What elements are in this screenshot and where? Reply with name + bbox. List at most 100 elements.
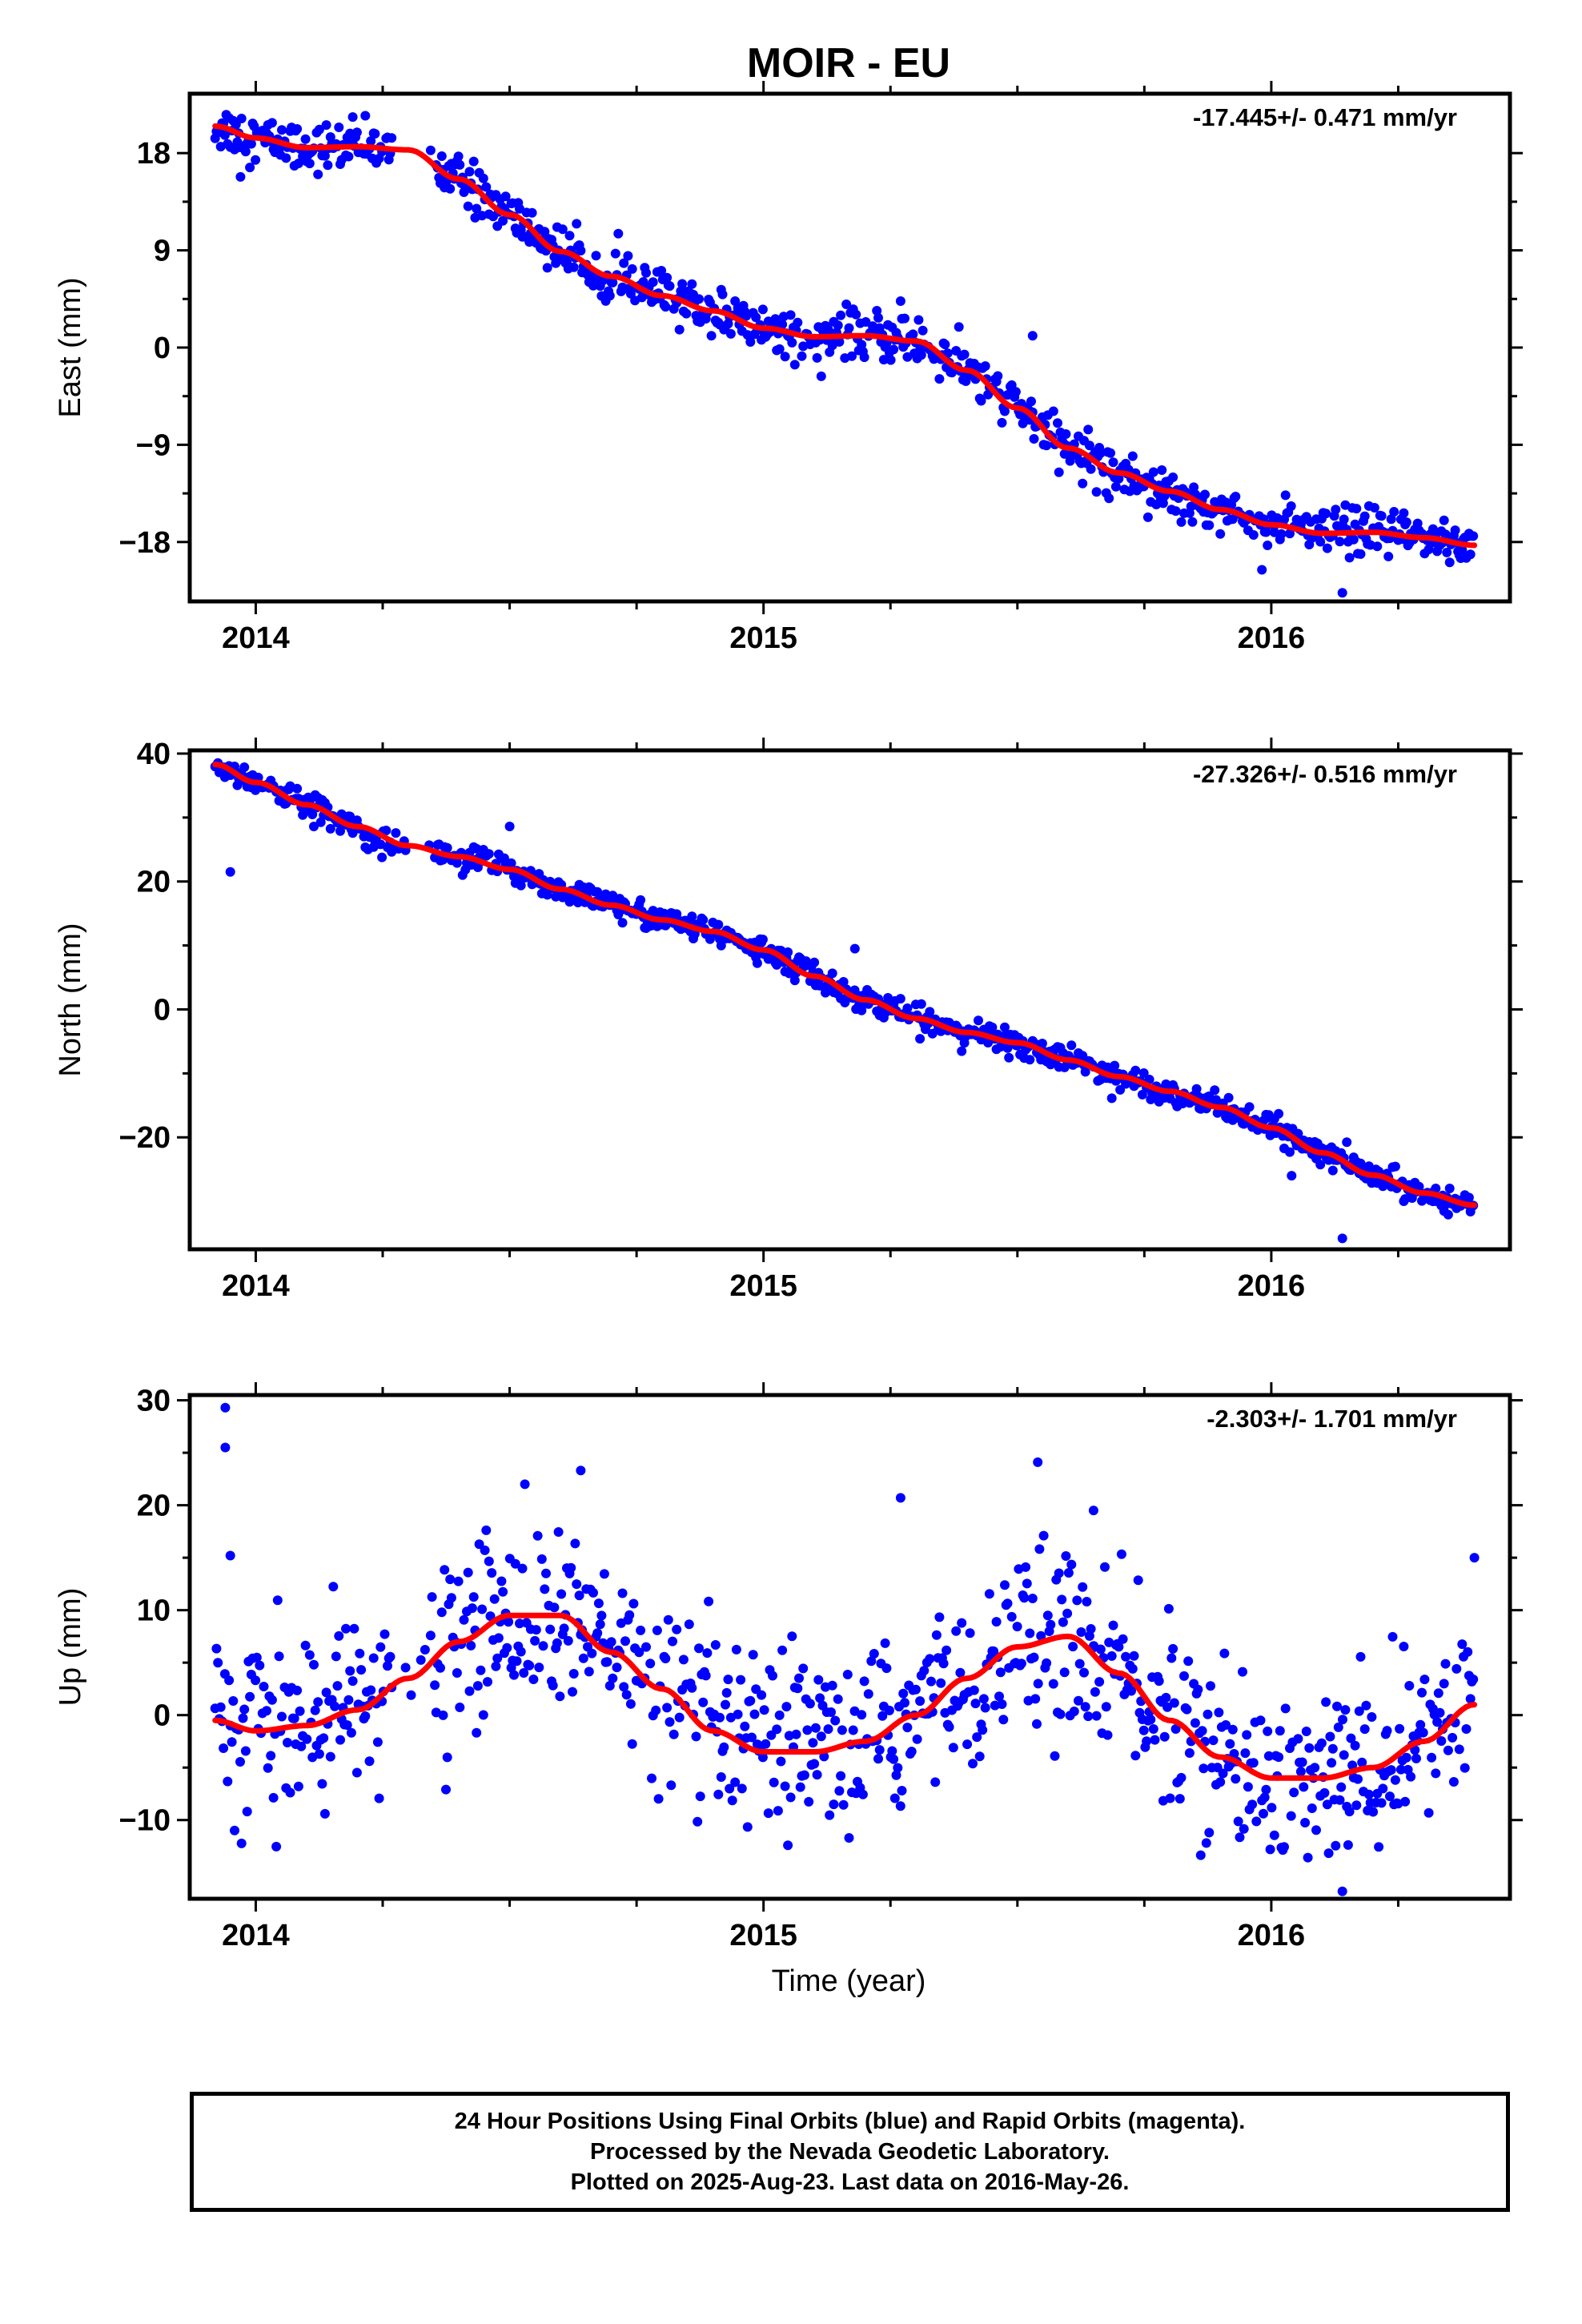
- x-tick-label: 2015: [729, 1919, 797, 1952]
- data-point: [830, 1715, 841, 1726]
- plot-area-east: [210, 110, 1479, 598]
- data-point: [484, 849, 494, 859]
- data-point: [653, 1794, 664, 1804]
- data-point: [656, 266, 667, 275]
- data-point: [1179, 1671, 1189, 1681]
- data-point: [1062, 1608, 1073, 1618]
- data-point: [898, 1688, 909, 1699]
- data-point: [509, 1670, 519, 1680]
- data-point: [1166, 1653, 1177, 1663]
- data-point: [785, 1792, 796, 1803]
- data-point: [588, 1587, 598, 1598]
- data-point: [974, 1751, 985, 1762]
- data-point: [1468, 1675, 1479, 1684]
- data-point: [1386, 1765, 1396, 1775]
- data-point: [211, 1643, 222, 1654]
- data-point: [624, 1610, 635, 1620]
- data-point: [751, 312, 761, 323]
- data-point: [1186, 501, 1196, 512]
- data-point: [366, 136, 376, 147]
- data-point: [836, 310, 846, 320]
- data-point: [745, 337, 756, 347]
- data-point: [1297, 1757, 1307, 1767]
- data-point: [335, 826, 345, 836]
- data-point: [219, 1743, 229, 1753]
- data-point: [1053, 418, 1062, 428]
- data-point: [1055, 1709, 1066, 1719]
- data-point: [1337, 588, 1347, 598]
- data-point: [1367, 1712, 1377, 1722]
- data-point: [1197, 1726, 1207, 1736]
- data-point: [772, 1724, 782, 1735]
- data-point: [356, 1665, 367, 1675]
- data-point: [1411, 1753, 1421, 1763]
- x-tick-label: 2014: [222, 1269, 290, 1303]
- data-point: [293, 1781, 303, 1791]
- data-point: [1130, 1065, 1141, 1076]
- data-point: [713, 919, 724, 930]
- data-point: [472, 1727, 482, 1738]
- y-axis-label: Up (mm): [54, 1588, 87, 1707]
- data-point: [793, 1683, 803, 1694]
- data-point: [530, 1635, 540, 1646]
- data-point: [464, 167, 475, 177]
- data-point: [687, 1683, 697, 1693]
- data-point: [317, 1779, 327, 1789]
- data-point: [1359, 1724, 1370, 1735]
- data-point: [908, 329, 918, 340]
- data-point: [1346, 1733, 1356, 1743]
- data-point: [346, 1727, 356, 1738]
- data-point: [1076, 1627, 1086, 1637]
- data-point: [300, 134, 311, 144]
- data-point: [1315, 1160, 1326, 1170]
- data-point: [1404, 1681, 1415, 1691]
- data-point: [1286, 1811, 1296, 1821]
- data-point: [524, 1660, 535, 1671]
- data-point: [578, 1653, 588, 1663]
- data-point: [263, 1763, 273, 1773]
- data-point: [1054, 1568, 1064, 1578]
- data-point: [694, 294, 704, 304]
- data-point: [1133, 1575, 1143, 1586]
- data-point: [1083, 1711, 1094, 1722]
- data-point: [1169, 1698, 1179, 1708]
- data-point: [857, 1005, 867, 1015]
- data-point: [1126, 1686, 1136, 1696]
- data-point: [587, 1648, 597, 1659]
- data-point: [1299, 1782, 1309, 1792]
- data-point: [520, 1479, 530, 1490]
- data-point: [1088, 1506, 1098, 1516]
- data-point: [527, 207, 537, 218]
- data-point: [837, 1725, 847, 1735]
- data-point: [319, 1733, 329, 1743]
- data-point: [1300, 1818, 1311, 1827]
- data-point: [1108, 1620, 1118, 1630]
- data-point: [1435, 1707, 1445, 1718]
- data-point: [1100, 1562, 1110, 1572]
- data-point: [1033, 1457, 1043, 1467]
- data-point: [321, 120, 331, 131]
- data-point: [538, 1641, 548, 1651]
- data-point: [1223, 1092, 1234, 1103]
- data-point: [962, 1739, 973, 1750]
- data-point: [668, 1636, 677, 1647]
- data-point: [245, 1691, 255, 1702]
- data-point: [319, 1808, 330, 1819]
- data-point: [1340, 1705, 1351, 1715]
- data-point: [773, 1806, 783, 1816]
- y-tick-label: −10: [119, 1804, 171, 1838]
- data-point: [240, 147, 251, 157]
- data-point: [517, 1563, 528, 1574]
- data-point: [1280, 490, 1291, 501]
- data-point: [857, 1789, 868, 1799]
- data-point: [1444, 1184, 1455, 1193]
- data-point: [1033, 1679, 1043, 1689]
- data-point: [885, 355, 896, 365]
- data-point: [289, 1713, 299, 1723]
- data-point: [1101, 1702, 1111, 1712]
- data-point: [1010, 387, 1021, 397]
- data-point: [1374, 1842, 1384, 1852]
- data-point: [1351, 1800, 1362, 1811]
- data-point: [619, 258, 629, 268]
- data-point: [436, 151, 447, 161]
